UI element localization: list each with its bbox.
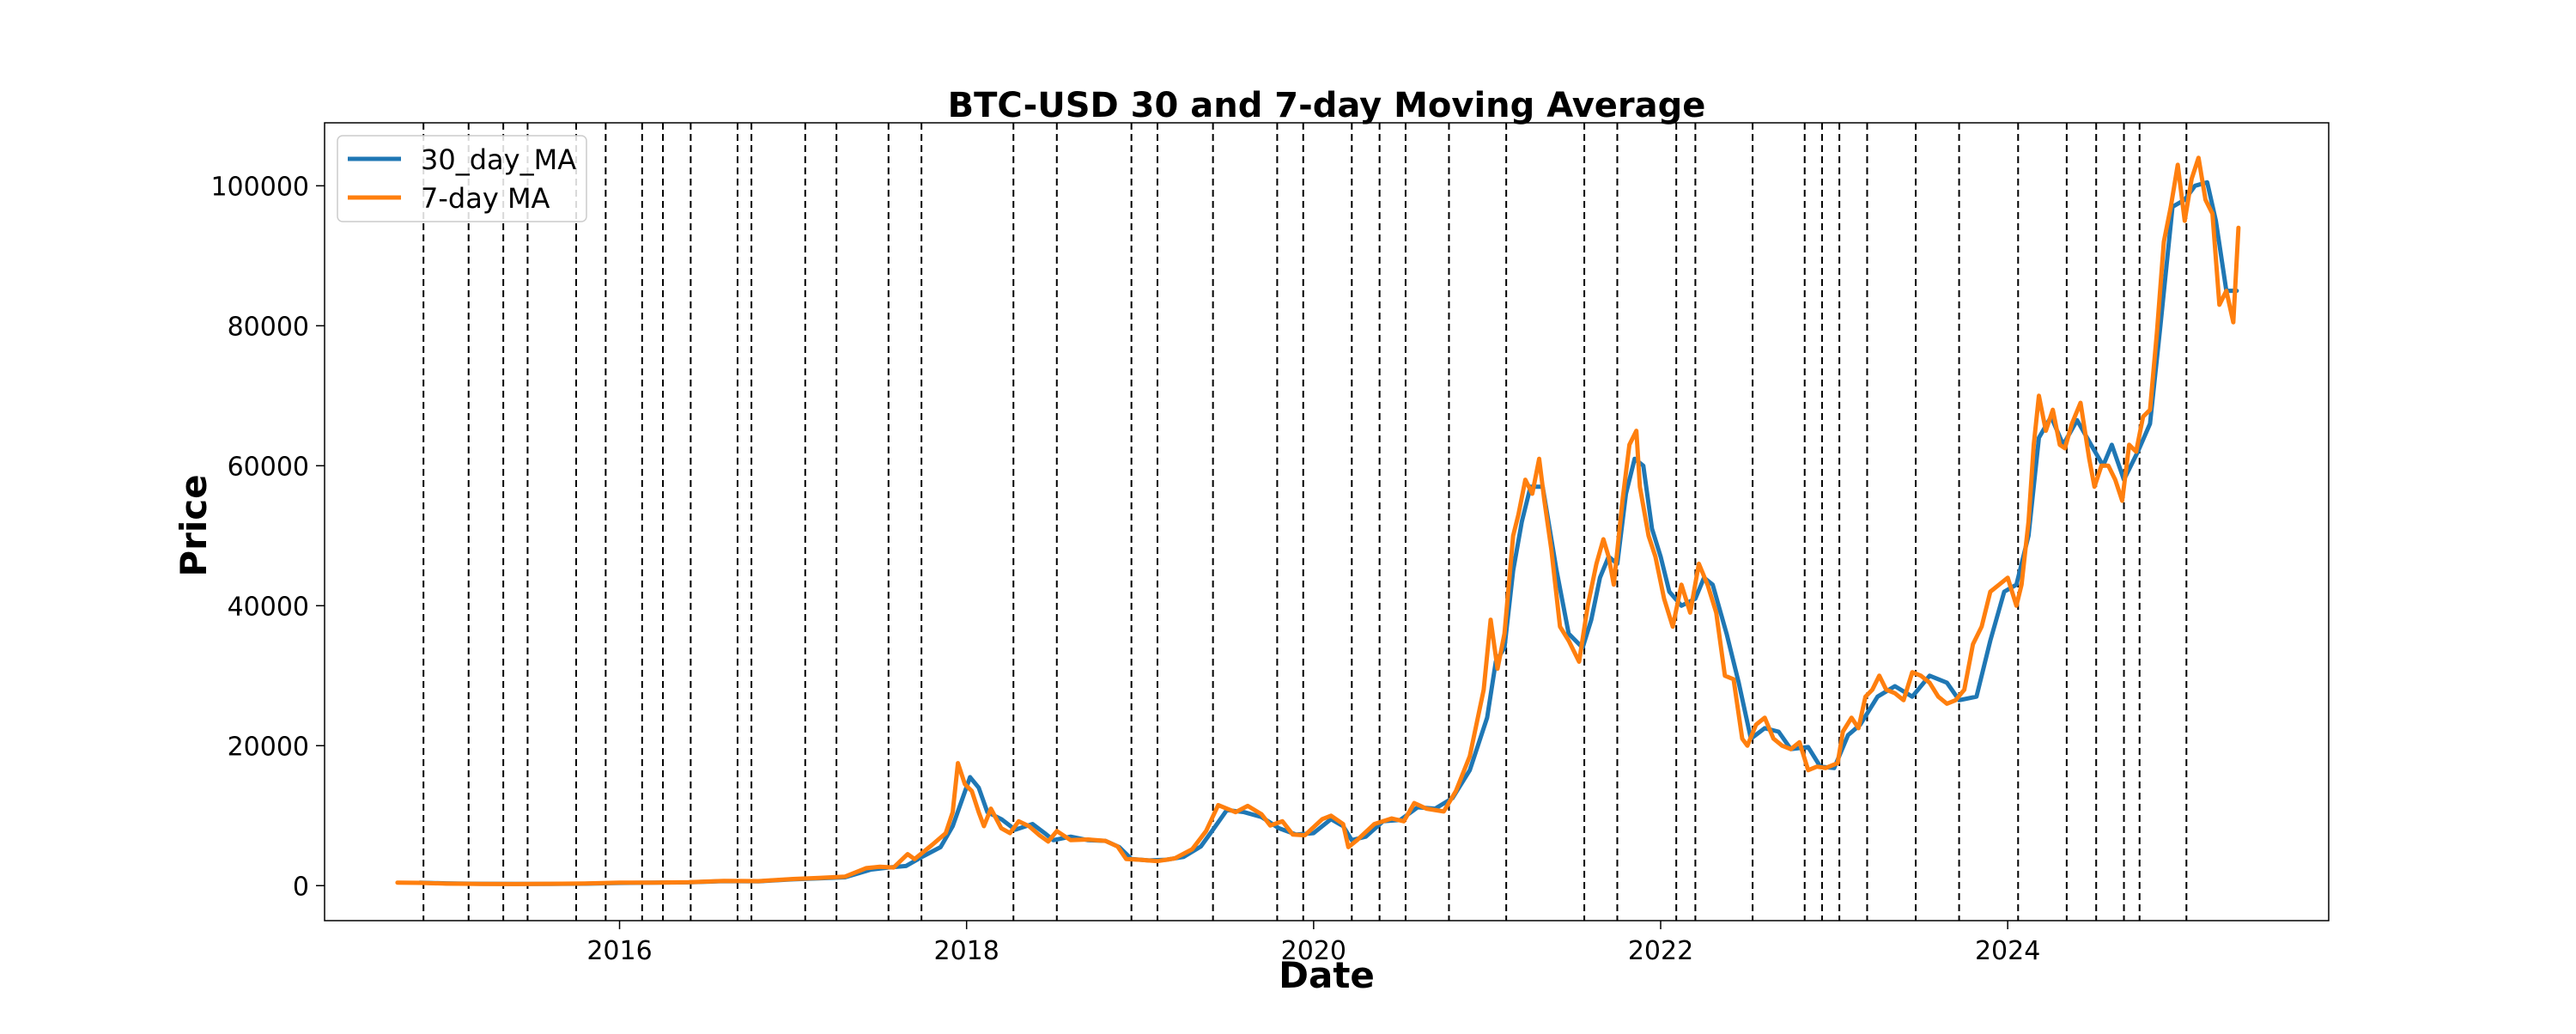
- y-tick-label-40000: 40000: [228, 592, 309, 622]
- y-tick-label-0: 0: [293, 872, 309, 902]
- axes-group: [324, 122, 2330, 921]
- y-tick-label-20000: 20000: [228, 732, 309, 762]
- x-tick-label-2016: 2016: [586, 936, 652, 966]
- y-tick-label-100000: 100000: [210, 172, 309, 202]
- series-line-30-day-ma: [417, 179, 2239, 886]
- series-group: [395, 155, 2241, 886]
- series-line-7-day-ma: [395, 155, 2241, 886]
- chart-title: BTC-USD 30 and 7-day Moving Average: [948, 86, 1706, 125]
- x-tick-label-2022: 2022: [1628, 936, 1693, 966]
- y-tick-group: 0 20000 40000 60000 80000 100000: [210, 172, 325, 902]
- plot-frame: [324, 122, 2330, 921]
- legend-label-30-day-ma: 30_day_MA: [421, 143, 576, 176]
- x-tick-label-2018: 2018: [934, 936, 999, 966]
- y-tick-label-60000: 60000: [228, 452, 309, 482]
- legend-label-7-day-ma: 7-day MA: [421, 182, 550, 215]
- y-tick-label-80000: 80000: [228, 312, 309, 342]
- event-lines-group: [422, 123, 2188, 921]
- x-tick-group: 2016 2018 2020 2022 2024: [586, 921, 2040, 966]
- x-tick-label-2024: 2024: [1975, 936, 2040, 966]
- x-tick-label-2020: 2020: [1281, 936, 1346, 966]
- x-axis-label: Date: [1279, 954, 1375, 996]
- y-axis-label: Price: [173, 474, 215, 576]
- legend: 30_day_MA 7-day MA: [337, 135, 587, 222]
